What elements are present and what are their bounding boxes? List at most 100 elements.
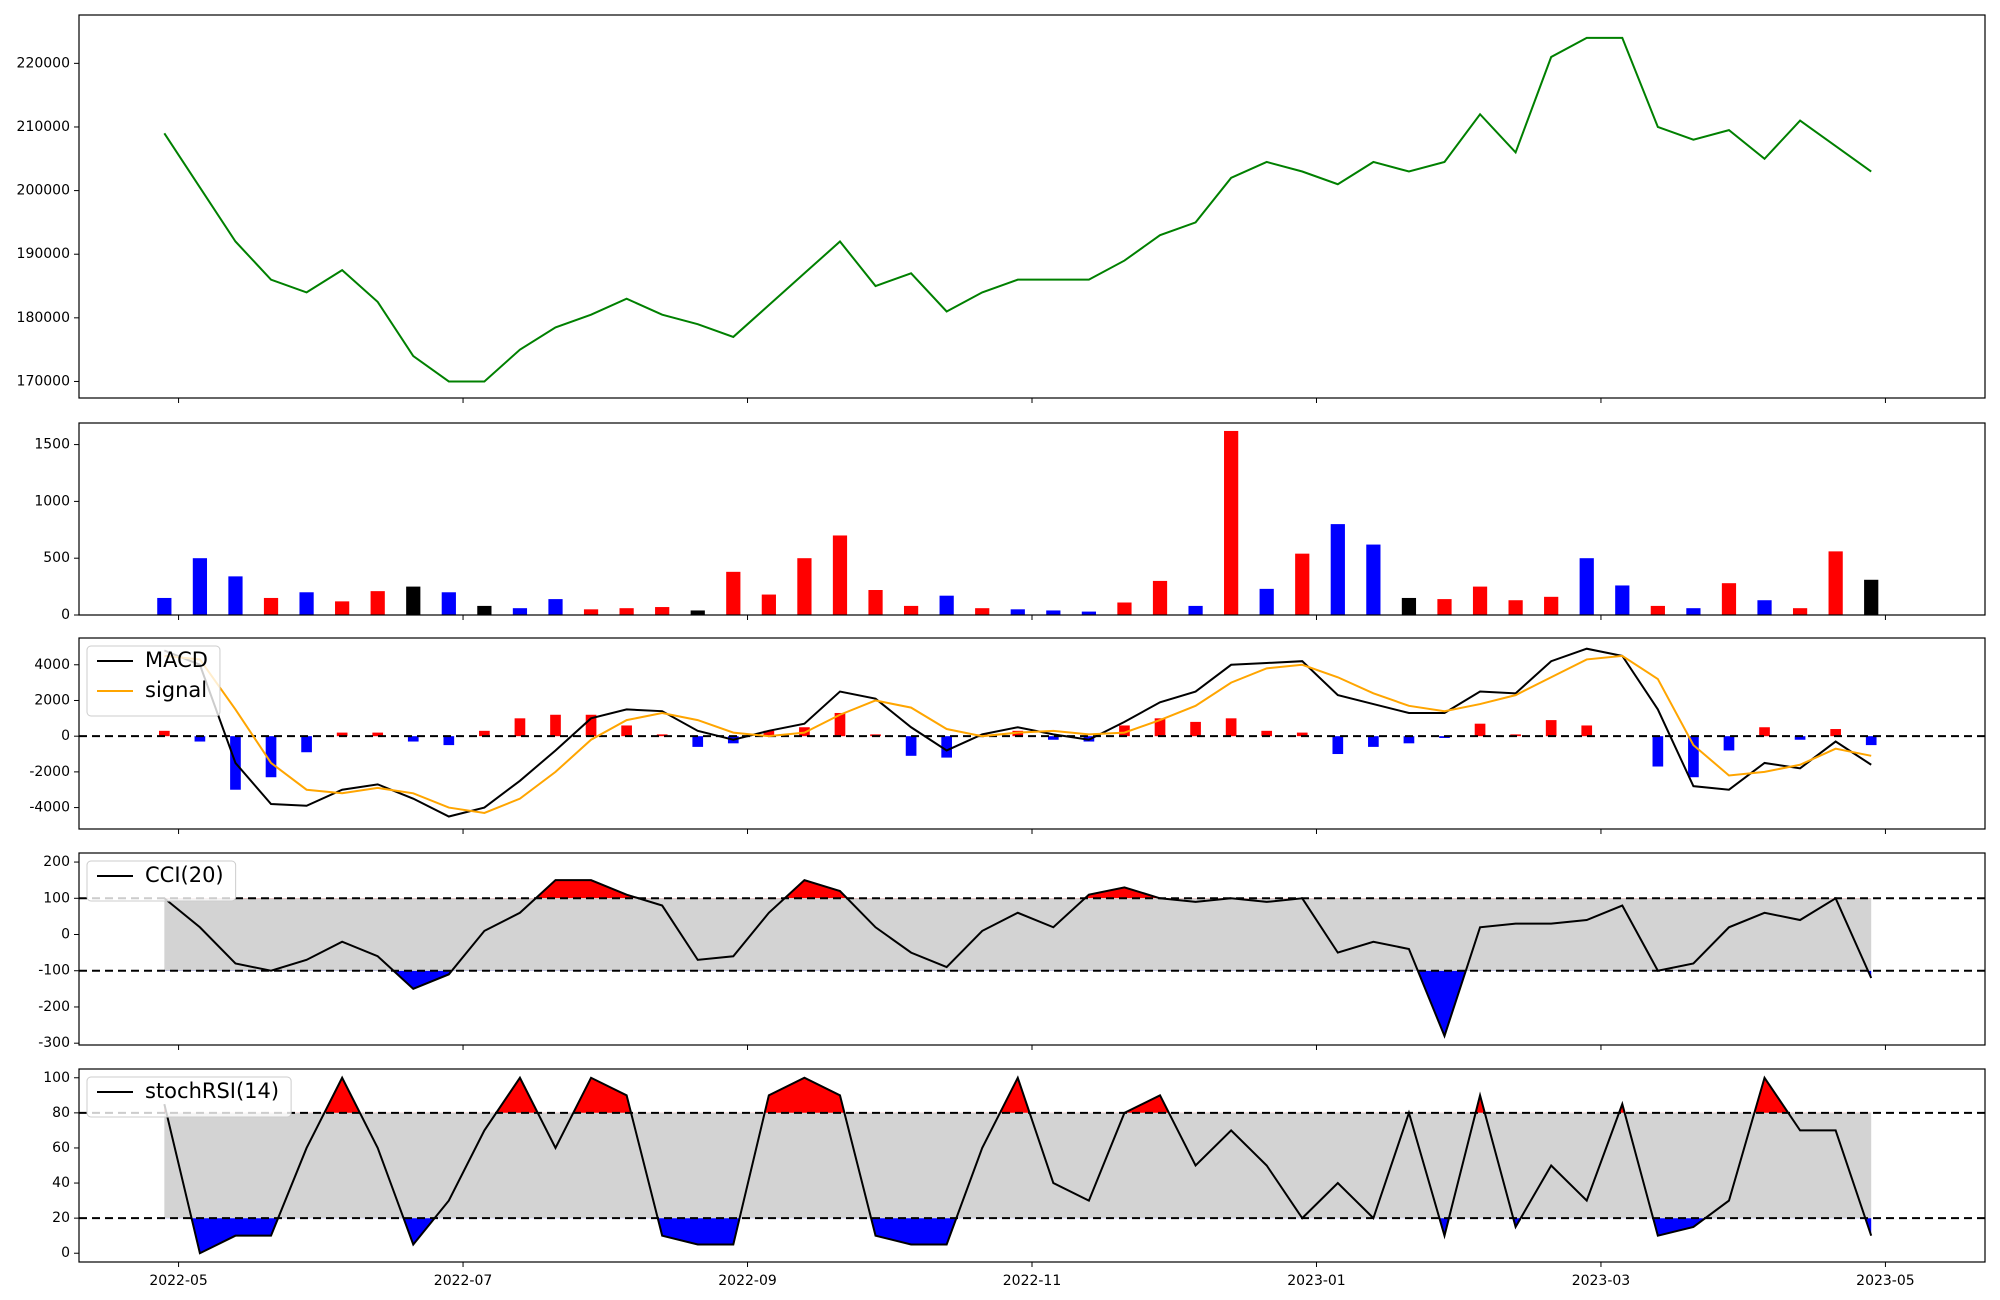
neutral-band [164,1112,1872,1219]
panel-frame [78,637,1986,830]
y-tick-label: -100 [38,963,70,979]
volume-bar [1046,610,1061,615]
volume-bar [726,571,741,615]
y-tick-label: 100 [43,1070,70,1086]
histogram-bar [1652,736,1664,767]
volume-bar [1686,608,1701,615]
legend-label: stochRSI(14) [145,1079,279,1103]
volume-bar [832,535,848,615]
histogram-bar [1723,736,1735,751]
histogram-bar [194,736,206,742]
y-tick-label: -300 [38,1035,70,1051]
volume-bar [228,576,243,615]
histogram-bar [159,730,170,737]
histogram-bar [1830,729,1841,737]
y-tick-label: -200 [38,999,70,1015]
y-tick-label: 1000 [34,493,70,509]
extreme-fill [164,1218,1872,1254]
volume-bar [1224,430,1239,615]
legend-label: signal [145,678,207,702]
volume-bar [619,608,634,615]
x-tick-label: 2022-07 [434,1273,493,1289]
histogram-bar [550,714,561,737]
volume-bar [1792,608,1808,615]
volume-bar [1081,611,1097,615]
plot-area [79,1075,1985,1255]
histogram-bar [1368,736,1379,747]
histogram-bar [1190,721,1201,737]
volume-bar [335,601,350,615]
volume-bar [1330,524,1345,615]
y-tick-label: 2000 [34,692,70,708]
y-tick-label: -2000 [29,764,70,780]
volume-bar [1259,588,1274,615]
histogram-bar [834,712,846,737]
volume-bar [1295,553,1310,615]
plot-area [163,36,1872,383]
legend-box [86,1076,292,1118]
legend-label: CCI(20) [145,863,224,887]
volume-bar [761,594,776,615]
legend-box [86,645,221,717]
x-tick-label: 2022-11 [1003,1273,1062,1289]
volume-bar [1188,605,1203,615]
y-tick-label: 0 [61,607,70,623]
y-tick-label: 190000 [17,246,70,262]
histogram-bar [763,730,775,737]
y-tick-label: 4000 [34,657,70,673]
x-tick-label: 2023-03 [1572,1273,1631,1289]
histogram-bar [621,725,632,737]
series-line [163,36,1872,383]
y-tick-label: 210000 [17,119,70,135]
volume-bar [1508,600,1523,615]
volume-bar [903,605,919,615]
volume-bar [797,558,812,615]
histogram-bar [1048,736,1059,740]
histogram-bar [301,736,312,753]
y-tick-label: 1500 [34,437,70,453]
histogram-bar [1119,725,1130,737]
volume-bar [512,608,528,615]
histogram-bar [336,732,348,737]
volume-bar [655,607,670,615]
histogram-bar [1474,723,1486,737]
volume-bar [690,610,705,615]
plot-area [79,647,1985,818]
histogram-bar [585,714,597,737]
histogram-bar [407,736,419,742]
y-tick-label: 500 [43,550,70,566]
volume-bar [1366,544,1381,615]
x-tick-label: 2022-09 [718,1273,777,1289]
y-tick-label: 20 [52,1210,70,1226]
legend-label: MACD [145,648,208,672]
neutral-band [164,898,1872,971]
histogram-bar [443,736,455,746]
panel: 0 20 40 60 80 100 2022-05 2022-07 2022-09 2022-11… [43,1068,1986,1289]
volume-bar [939,595,954,615]
panel-frame [78,14,1986,399]
volume-bar [192,558,208,615]
histogram-bar [692,736,704,747]
volume-bar [583,609,599,615]
histogram-bar [1794,736,1806,740]
volume-bar [263,597,279,615]
y-tick-label: 170000 [17,373,70,389]
y-tick-label: 200000 [17,183,70,199]
y-tick-label: 100 [43,890,70,906]
volume-bar [548,599,563,615]
y-tick-label: 0 [61,927,70,943]
x-tick-label: 2023-05 [1856,1273,1915,1289]
histogram-bar [372,732,384,737]
histogram-bar [1865,736,1877,746]
histogram-bar [265,736,277,778]
extreme-fill [164,970,1872,1036]
series-line [163,1075,1873,1255]
panel: -300 -200 -100 0 100 200 CCI(20) [38,852,1986,1051]
legend-box [86,860,237,902]
plot-area [79,879,1985,1039]
histogram-bar [941,736,952,758]
volume-bar [477,605,492,615]
x-tick-label: 2022-05 [149,1273,208,1289]
volume-bar [1152,580,1168,615]
